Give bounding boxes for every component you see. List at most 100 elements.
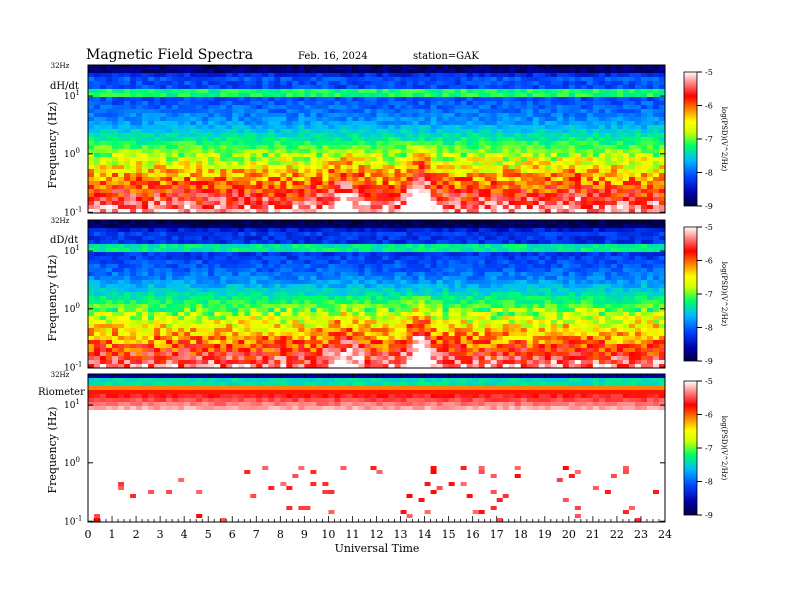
spectrogram-cell: [94, 133, 101, 138]
spectrogram-cell: [130, 205, 137, 210]
spectrogram-cell: [232, 352, 239, 357]
spectrogram-cell: [100, 248, 107, 253]
spectrogram-cell: [310, 145, 317, 150]
spectrogram-cell: [442, 121, 449, 126]
spectrogram-cell: [154, 344, 161, 349]
spectrogram-cell: [112, 256, 119, 261]
spectrogram-cell: [550, 101, 558, 106]
spectrogram-cell: [136, 121, 143, 126]
spectrogram-cell: [364, 125, 371, 130]
spectrogram-cell: [508, 205, 516, 210]
spectrogram-cell: [244, 197, 251, 202]
spectrogram-cell: [172, 145, 179, 150]
top-frequency-label: 32Hz: [51, 62, 70, 70]
spectrogram-cell: [226, 89, 233, 94]
spectrogram-cell: [442, 129, 449, 134]
spectrogram-cell: [376, 201, 383, 206]
spectrogram-cell: [316, 173, 323, 178]
spectrogram-cell: [100, 284, 107, 289]
spectrogram-cell: [574, 65, 582, 70]
spectrogram-cell: [460, 125, 468, 130]
spectrogram-cell: [238, 328, 245, 333]
spectrogram-cell: [646, 165, 654, 170]
spectrogram-cell: [190, 157, 197, 162]
spectrogram-cell: [346, 93, 353, 98]
spectrogram-cell: [442, 109, 449, 114]
spectrogram-cell: [112, 228, 119, 233]
spectrogram-cell: [130, 93, 137, 98]
spectrogram-cell: [244, 272, 251, 277]
spectrogram-cell: [388, 185, 395, 190]
spectrogram-cell: [508, 133, 516, 138]
spectrogram-cell: [562, 157, 570, 162]
spectrogram-cell: [262, 296, 269, 301]
spectrogram-cell: [352, 201, 359, 206]
spectrogram-cell: [430, 201, 437, 206]
spectrogram-cell: [244, 121, 251, 126]
spectrogram-cell: [208, 161, 215, 166]
spectrogram-cell: [658, 197, 666, 202]
spectrogram-cell: [430, 177, 437, 182]
spectrogram-cell: [250, 268, 257, 273]
spectrogram-cell: [598, 97, 606, 102]
spectrogram-cell: [190, 81, 197, 86]
spectrogram-cell: [292, 232, 299, 237]
spectrogram-cell: [646, 89, 654, 94]
spectrogram-cell: [292, 256, 299, 261]
spectrogram-cell: [424, 205, 431, 210]
spectrogram-cell: [154, 161, 161, 166]
spectrogram-cell: [640, 85, 648, 90]
spectrogram-cell: [424, 169, 431, 174]
spectrogram-cell: [172, 133, 179, 138]
spectrogram-cell: [274, 220, 281, 225]
spectrogram-cell: [466, 137, 474, 142]
spectrogram-cell: [250, 328, 257, 333]
spectrogram-cell: [214, 169, 221, 174]
spectrogram-cell: [208, 65, 215, 70]
spectrogram-cell: [496, 109, 504, 114]
spectrogram-cell: [592, 177, 600, 182]
spectrogram-cell: [232, 304, 239, 309]
spectrogram-cell: [610, 173, 618, 178]
spectrogram-cell: [124, 125, 131, 130]
spectrogram-cell: [220, 364, 227, 369]
spectrogram-cell: [400, 69, 407, 74]
spectrogram-cell: [250, 181, 257, 186]
spectrogram-cell: [568, 185, 576, 190]
spectrogram-cell: [346, 97, 353, 102]
spectrogram-cell: [148, 193, 155, 198]
spectrogram-cell: [184, 133, 191, 138]
spectrogram-cell: [172, 201, 179, 206]
spectrogram-cell: [544, 169, 552, 174]
spectrogram-cell: [400, 105, 407, 110]
spectrogram-cell: [94, 201, 101, 206]
spectrogram-cell: [424, 89, 431, 94]
spectrogram-cell: [328, 77, 335, 82]
spectrogram-cell: [358, 101, 365, 106]
spectrogram-cell: [406, 93, 413, 98]
spectrogram-cell: [508, 101, 516, 106]
spectrogram-cell: [166, 89, 173, 94]
spectrogram-cell: [88, 185, 95, 190]
spectrogram-cell: [592, 193, 600, 198]
spectrogram-cell: [304, 85, 311, 90]
spectrogram-cell: [232, 228, 239, 233]
spectrogram-cell: [262, 145, 269, 150]
spectrogram-cell: [346, 113, 353, 118]
spectrogram-cell: [100, 65, 107, 70]
spectrogram-cell: [370, 85, 377, 90]
spectrogram-cell: [136, 252, 143, 257]
spectrogram-cell: [274, 348, 281, 353]
spectrogram-cell: [586, 105, 594, 110]
spectrogram-cell: [556, 161, 564, 166]
spectrogram-cell: [442, 157, 449, 162]
spectrogram-cell: [568, 113, 576, 118]
spectrogram-cell: [634, 201, 642, 206]
spectrogram-cell: [604, 209, 612, 214]
spectrogram-cell: [610, 149, 618, 154]
spectrogram-cell: [586, 65, 594, 70]
spectrogram-cell: [154, 352, 161, 357]
spectrogram-cell: [244, 244, 251, 249]
spectrogram-cell: [502, 197, 510, 202]
spectrogram-cell: [388, 169, 395, 174]
